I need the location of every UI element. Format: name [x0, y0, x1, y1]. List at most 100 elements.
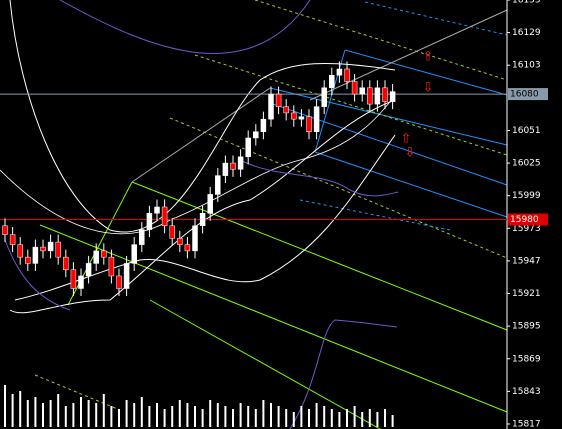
candle-body: [93, 250, 99, 264]
volume-bar: [34, 397, 37, 427]
y-tick-label: 15817: [512, 419, 541, 429]
candle-body: [9, 234, 16, 245]
volume-bar: [64, 406, 67, 427]
svg-text:⇩: ⇩: [423, 81, 434, 96]
candle-body: [230, 162, 236, 170]
volume-bar: [42, 403, 44, 427]
volume-bar: [232, 409, 234, 427]
volume-bar: [87, 400, 90, 427]
y-tick-label: 15921: [512, 289, 541, 299]
candle-body: [184, 244, 191, 252]
volume-bar: [80, 397, 82, 427]
current-price-label: 16080: [510, 90, 539, 100]
y-tick-label: 16155: [512, 0, 541, 6]
volume-bar: [57, 394, 60, 427]
candle-body: [237, 156, 244, 170]
candle-body: [161, 206, 168, 227]
candle-body: [32, 246, 39, 264]
volume-bar: [384, 409, 386, 427]
volume-bar: [102, 394, 105, 427]
y-tick-label: 16103: [512, 61, 541, 71]
candle-body: [329, 75, 335, 89]
candle-body: [260, 118, 267, 132]
volume-bar: [262, 400, 265, 427]
candle-body: [192, 225, 198, 252]
y-tick-label: 15999: [512, 191, 541, 201]
trend-lines: [0, 0, 508, 429]
y-tick-label: 15869: [512, 354, 541, 364]
volume-bar: [277, 406, 280, 427]
arrows: ⇧ ⇩ ⇧ ⇩: [401, 50, 434, 161]
volume-bar: [26, 400, 29, 427]
volume-bar: [72, 403, 75, 427]
candle-body: [382, 87, 388, 102]
candle-body: [116, 275, 122, 289]
volume-bar: [156, 403, 158, 427]
candle-body: [351, 81, 358, 95]
candle-body: [245, 137, 251, 158]
candle-body: [85, 263, 92, 277]
candle-body: [169, 225, 175, 239]
volume-bar: [391, 415, 394, 427]
volume-bar: [95, 403, 98, 427]
volume-bar: [125, 400, 128, 427]
volume-bar: [216, 403, 219, 427]
volume-bar: [19, 391, 22, 427]
candle-body: [291, 112, 297, 120]
volume-bar: [163, 409, 166, 427]
y-tick-label: 15843: [512, 387, 541, 397]
volume-bar: [239, 403, 242, 427]
candle-body: [70, 269, 77, 289]
volume-bar: [346, 409, 348, 427]
y-tick-label: 16129: [512, 28, 541, 38]
volume-bar: [118, 409, 120, 427]
svg-text:⇩: ⇩: [405, 146, 416, 161]
candle-body: [177, 238, 183, 245]
candle-body: [268, 93, 274, 120]
svg-text:⇧: ⇧: [423, 50, 434, 65]
candle-body: [222, 162, 229, 176]
volume-bar: [361, 412, 364, 427]
candle-body: [313, 106, 320, 132]
candle-body: [2, 225, 8, 235]
level-box: [508, 213, 548, 226]
candle-body: [123, 263, 130, 289]
candle-body: [146, 212, 153, 230]
candle-body: [78, 275, 84, 289]
volume-bar: [186, 403, 189, 427]
candle-body: [336, 68, 343, 76]
volume-bar: [11, 394, 14, 427]
candle-body: [215, 175, 221, 195]
volume-bar: [194, 406, 196, 427]
y-tick-label: 15947: [512, 256, 541, 266]
candle-body: [367, 87, 373, 105]
candle-body: [389, 91, 396, 102]
candle-body: [253, 131, 259, 139]
volume-bar: [133, 403, 136, 427]
y-tick-label: 15973: [512, 224, 541, 234]
y-tick-label: 16025: [512, 159, 541, 169]
volume-bar: [49, 400, 52, 427]
candle-body: [55, 241, 61, 258]
y-tick-label: 15895: [512, 322, 541, 332]
volume-bar: [110, 406, 113, 427]
volume-bar: [148, 406, 151, 427]
volume-bar: [171, 406, 174, 427]
candle-body: [275, 93, 282, 107]
volume-bar: [368, 409, 371, 427]
candle-body: [63, 256, 69, 270]
volume-bar: [315, 403, 318, 427]
volume-bar: [308, 409, 310, 427]
volume-bar: [4, 385, 6, 427]
volume-bar: [300, 406, 303, 427]
candle-body: [47, 241, 54, 252]
volume-bar: [330, 409, 333, 427]
svg-text:⇧: ⇧: [401, 132, 412, 147]
volume-bar: [201, 409, 204, 427]
candle-body: [359, 87, 365, 95]
candle-body: [154, 206, 160, 214]
volume-bar: [338, 412, 341, 427]
volume-bar: [353, 406, 356, 427]
